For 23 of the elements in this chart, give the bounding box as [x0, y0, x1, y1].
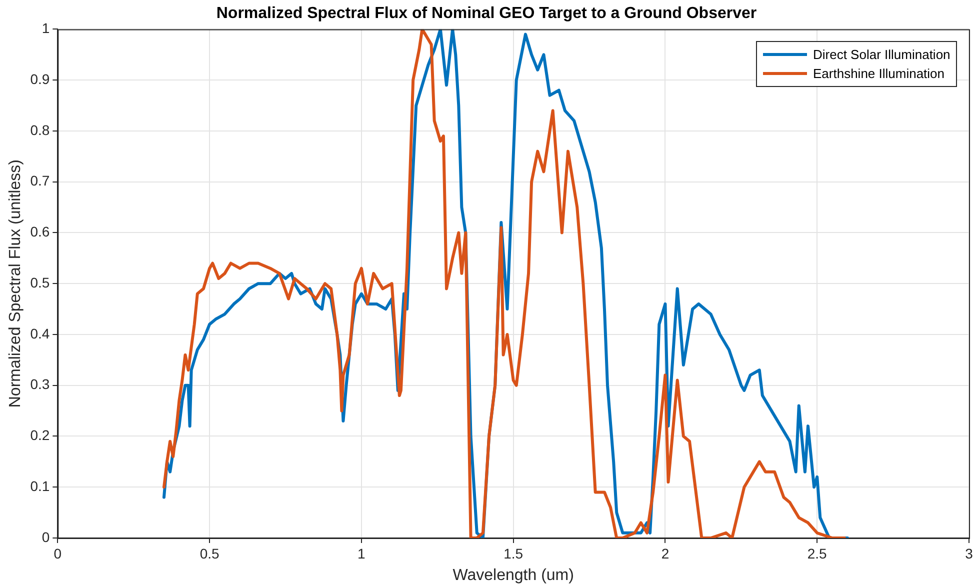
chart-title: Normalized Spectral Flux of Nominal GEO Target to a Ground Observer	[216, 5, 757, 22]
x-tick-label: 3	[965, 545, 974, 562]
y-tick-label: 0.9	[30, 70, 50, 87]
y-tick-label: 0.1	[30, 478, 50, 494]
y-tick-label: 0.2	[30, 427, 50, 444]
x-tick-label: 2	[661, 545, 670, 562]
x-tick-label: 1.5	[504, 545, 524, 562]
y-tick-label: 0.7	[30, 172, 50, 189]
y-tick-label: 0.8	[30, 122, 50, 138]
x-axis-title: Wavelength (um)	[452, 566, 574, 584]
x-tick-label: 1	[358, 545, 366, 562]
y-tick-label: 0.6	[30, 224, 50, 240]
y-axis-title: Normalized Spectral Flux (unitless)	[7, 160, 24, 408]
x-tick-label: 2.5	[807, 545, 828, 562]
x-tick-label: 0.5	[200, 545, 220, 562]
y-tick-label: 1	[42, 20, 50, 36]
y-tick-label: 0	[42, 528, 50, 545]
y-tick-label: 0.4	[30, 325, 50, 342]
x-tick-label: 0	[54, 545, 62, 562]
y-tick-label: 0.5	[30, 274, 50, 290]
legend-label: Earthshine Illumination	[813, 66, 945, 82]
y-tick-label: 0.3	[30, 376, 50, 392]
legend-label: Direct Solar Illumination	[813, 47, 950, 62]
